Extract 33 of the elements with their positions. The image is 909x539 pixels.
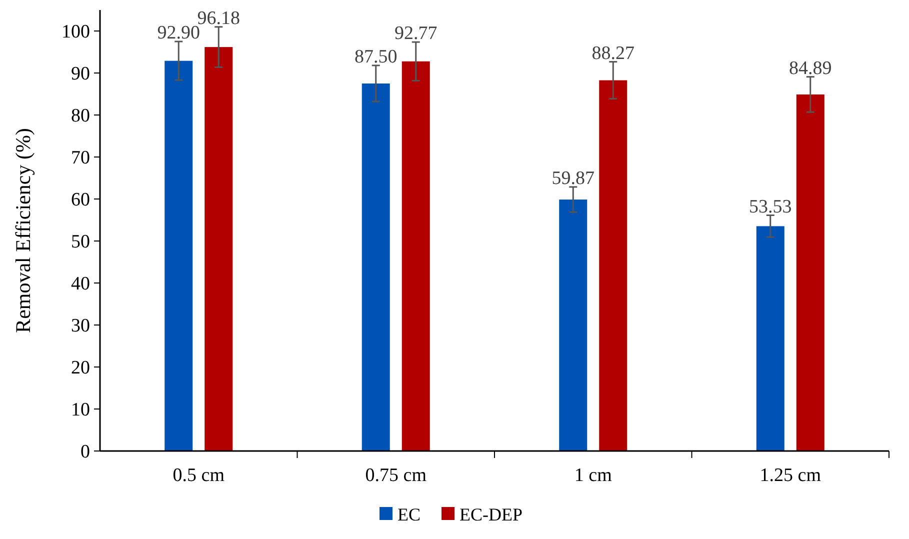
data-label: 53.53 xyxy=(749,196,792,218)
y-tick-label: 40 xyxy=(71,274,90,295)
y-tick-label: 60 xyxy=(71,190,90,211)
data-label: 87.50 xyxy=(354,46,398,68)
bar xyxy=(796,94,824,451)
y-tick-label: 30 xyxy=(71,316,90,337)
y-axis-title: Removal Efficiency (%) xyxy=(11,128,35,333)
bar xyxy=(559,200,588,451)
x-tick-label: 1.25 cm xyxy=(760,465,822,486)
bar xyxy=(164,60,193,451)
data-label: 92.77 xyxy=(394,23,438,44)
y-tick-label: 90 xyxy=(71,64,90,85)
y-tick-label: 10 xyxy=(71,400,90,421)
y-tick-label: 20 xyxy=(71,358,90,379)
bar xyxy=(204,47,233,451)
y-tick-label: 0 xyxy=(80,442,90,463)
y-tick-label: 100 xyxy=(62,22,90,43)
legend-label: EC-DEP xyxy=(460,504,522,524)
bar xyxy=(599,80,628,451)
data-label: 88.27 xyxy=(592,42,634,64)
data-label: 59.87 xyxy=(552,168,594,189)
x-tick-label: 0.75 cm xyxy=(365,465,427,486)
data-label: 84.89 xyxy=(789,58,832,79)
x-tick-label: 1 cm xyxy=(574,465,612,486)
bar xyxy=(362,84,390,451)
y-tick-label: 50 xyxy=(71,232,90,253)
bar xyxy=(402,61,430,451)
legend-label: EC xyxy=(398,504,421,524)
bar xyxy=(756,226,784,451)
y-tick-label: 70 xyxy=(71,148,90,169)
data-label: 92.90 xyxy=(157,22,200,44)
y-tick-label: 80 xyxy=(71,106,90,127)
x-tick-label: 0.5 cm xyxy=(172,465,225,486)
